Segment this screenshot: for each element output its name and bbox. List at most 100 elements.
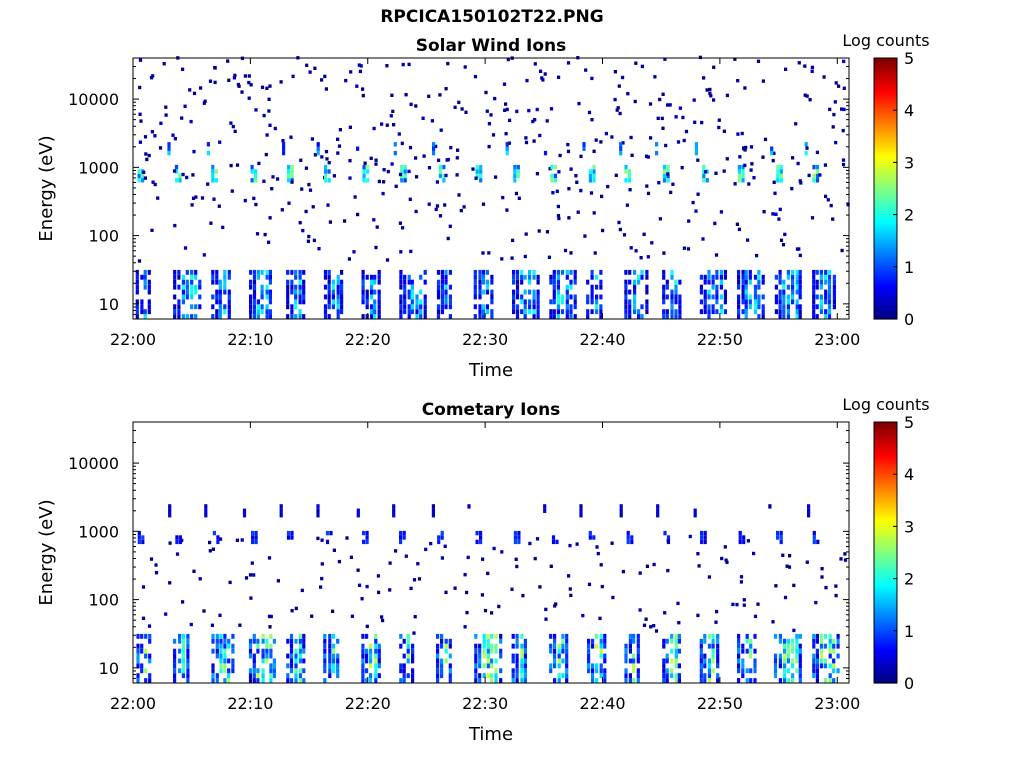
cell-low-energy [215,309,219,315]
cell-main-peak [700,539,704,545]
cell-background [592,211,596,215]
cell-low-energy [328,633,332,639]
cell-low-energy [227,668,231,674]
cell-low-energy [791,289,795,295]
cell-low-energy [628,309,632,315]
colorbar-step [874,672,897,675]
cell-background [548,166,552,171]
cell-low-energy [181,653,185,659]
cell-background [232,76,236,80]
cell-low-energy [485,279,489,285]
cell-low-energy [774,309,778,315]
cell-main-peak [815,173,820,179]
cell-low-energy [423,309,427,315]
cell-low-energy [415,309,419,315]
cell-low-energy [832,638,836,644]
cell-main-peak [251,530,255,536]
cell-low-energy [773,633,778,639]
cell-main-peak [438,169,442,174]
cell-low-energy [490,633,494,639]
cell-background [567,216,571,220]
cell-upper-peak [316,508,320,513]
colorbar-step [874,524,897,527]
cell-upper-peak [279,508,283,513]
cell-background [254,108,258,112]
cell-low-energy [440,638,444,644]
colorbar-step [874,626,897,630]
colorbar-step [874,574,897,578]
cell-background [638,571,642,575]
colorbar-step [874,498,897,501]
cell-low-energy [599,314,603,319]
cell-low-energy [486,663,490,669]
cell-background [200,196,205,200]
cell-upper-peak [582,142,586,147]
cell-low-energy [365,633,369,639]
cell-background [466,555,470,560]
cell-background [501,195,505,200]
cell-background [138,140,142,144]
cell-low-energy [294,294,298,300]
cell-low-energy [407,309,411,315]
cell-low-energy [406,638,410,644]
cell-background [280,208,284,212]
cell-low-energy [636,643,640,649]
cell-low-energy [782,299,786,305]
cell-low-energy [778,304,782,310]
cell-low-energy [261,668,265,674]
cell-background [792,628,796,633]
cell-background [696,192,700,196]
cell-background [262,179,266,183]
cell-low-energy [332,658,336,664]
cell-low-energy [260,289,264,295]
cell-low-energy [795,304,799,310]
cell-low-energy [486,638,490,644]
cell-low-energy [827,269,832,275]
cell-low-energy [560,269,565,275]
cell-main-peak [440,535,444,540]
cell-low-energy [556,279,560,285]
cell-upper-peak [804,150,808,156]
cell-low-energy [256,269,260,275]
cell-background [164,105,168,109]
cell-low-energy [778,314,782,319]
cell-low-energy [824,274,828,280]
cell-main-peak [737,169,741,174]
cell-background [616,106,620,110]
cell-background [394,549,398,553]
cell-low-energy [778,274,782,280]
cell-background [725,93,729,98]
cell-low-energy [815,633,819,639]
cell-background [438,214,443,218]
cell-low-energy [140,663,144,669]
cell-low-energy [294,289,298,295]
cell-low-energy [737,279,741,285]
cell-background [355,84,359,88]
cell-background [332,548,336,552]
cell-low-energy [587,668,591,674]
cell-low-energy [272,658,276,664]
cell-background [153,134,157,138]
colorbar-step [874,461,897,464]
cell-low-energy [181,638,185,644]
colorbar-step [874,650,897,654]
cell-low-energy [407,279,411,285]
cell-low-energy [595,633,599,639]
colorbar-step [874,669,897,673]
cell-low-energy [403,309,407,315]
cell-low-energy [252,663,256,669]
cell-low-energy [828,638,832,644]
cell-low-energy [645,284,649,290]
cell-low-energy [215,299,219,305]
cell-low-energy [823,678,827,683]
cell-background [306,239,310,243]
cell-low-energy [402,673,406,679]
figure-title: RPCICA150102T22.PNG [380,7,604,27]
cell-main-peak [513,173,517,179]
cell-low-energy [406,648,410,654]
cell-background [385,64,389,68]
cell-main-peak [362,164,366,170]
cell-low-energy [181,294,185,300]
colorbar-step [874,297,897,301]
cell-low-energy [603,678,607,683]
